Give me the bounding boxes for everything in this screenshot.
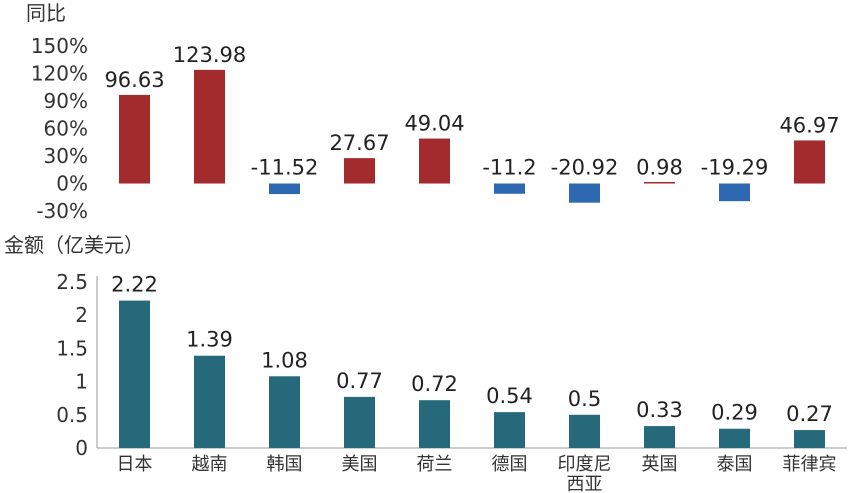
bottom-value-label: 2.22	[111, 273, 158, 297]
bottom-bar	[119, 300, 150, 448]
category-label: 泰国	[717, 454, 753, 475]
bottom-axis-title: 金额（亿美元）	[4, 233, 144, 257]
bottom-value-label: 0.29	[711, 401, 758, 425]
top-value-label: 96.63	[104, 68, 164, 92]
top-y-tick-label: 120%	[31, 62, 88, 86]
bottom-bar	[719, 428, 750, 448]
top-bar	[719, 183, 750, 202]
bottom-amount-chart: 2.5 2 1.5 1 0.5 0 2.22 日本 1.39 越南 1.08 韩国 0.77 美国 0.72…	[56, 270, 847, 493]
top-value-label: 49.04	[404, 112, 464, 136]
bottom-value-label: 0.33	[636, 398, 683, 422]
top-value-label: 123.98	[173, 43, 246, 67]
bottom-bar	[644, 426, 675, 448]
top-bar	[494, 183, 525, 194]
bottom-value-label: 0.27	[786, 402, 833, 426]
bottom-bar	[494, 412, 525, 448]
top-value-label: 27.67	[329, 131, 389, 155]
bottom-value-label: 1.08	[261, 348, 308, 372]
category-label: 印度尼	[558, 454, 612, 475]
bottom-y-tick-label: 2.5	[56, 270, 88, 294]
top-value-label: 0.98	[636, 156, 683, 180]
top-y-tick-label: 60%	[44, 117, 88, 141]
top-value-label: -11.2	[482, 156, 536, 180]
bottom-value-label: 0.72	[411, 372, 458, 396]
bottom-y-tick-label: 1	[75, 370, 88, 394]
top-bar	[419, 138, 450, 184]
bottom-value-label: 0.5	[568, 387, 601, 411]
bottom-value-label: 0.77	[336, 369, 383, 393]
bottom-value-label: 1.39	[186, 328, 233, 352]
bottom-y-tick-label: 0.5	[56, 403, 88, 427]
bottom-bar	[569, 414, 600, 448]
category-label: 美国	[342, 454, 378, 475]
top-bar	[194, 69, 225, 184]
bottom-y-tick-label: 2	[75, 303, 88, 327]
top-bar	[794, 140, 825, 184]
category-label: 荷兰	[417, 454, 453, 475]
top-bar	[644, 182, 675, 184]
bottom-bar	[419, 400, 450, 448]
top-value-label: -11.52	[251, 156, 319, 180]
bottom-bar	[344, 396, 375, 448]
category-label: 菲律宾	[783, 454, 837, 475]
category-label: 日本	[117, 454, 153, 475]
category-label: 韩国	[267, 454, 303, 475]
category-label: 越南	[192, 454, 228, 475]
top-value-label: -20.92	[551, 156, 619, 180]
bottom-bar	[194, 355, 225, 448]
top-yoy-chart: 150% 120% 90% 60% 30% 0% -30% 96.63 123.98 -11.52…	[31, 34, 840, 223]
top-value-label: -19.29	[701, 156, 769, 180]
top-axis-title: 同比	[26, 1, 66, 25]
top-bar	[269, 183, 300, 195]
bottom-value-label: 0.54	[486, 384, 533, 408]
bottom-y-tick-label: 0	[75, 436, 88, 460]
bottom-y-tick-label: 1.5	[56, 336, 88, 360]
category-label: 德国	[492, 454, 528, 475]
top-bar	[119, 94, 150, 184]
top-bar	[569, 183, 600, 203]
top-y-tick-label: 90%	[44, 89, 88, 113]
top-y-tick-label: 30%	[44, 144, 88, 168]
bottom-bar	[794, 430, 825, 448]
category-label: 西亚	[567, 474, 603, 493]
category-label: 英国	[642, 454, 678, 475]
top-bar	[344, 158, 375, 184]
top-y-tick-label: 150%	[31, 34, 88, 58]
top-y-tick-label: 0%	[56, 172, 88, 196]
top-y-tick-label: -30%	[36, 199, 88, 223]
bottom-bar	[269, 376, 300, 448]
top-value-label: 46.97	[779, 113, 839, 137]
